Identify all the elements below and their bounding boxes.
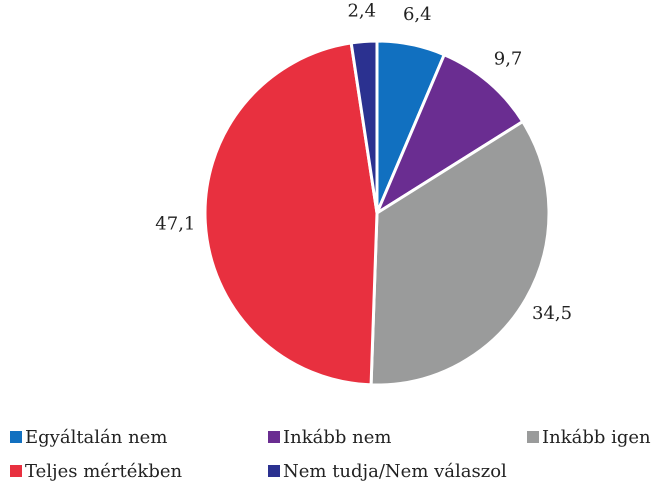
legend-label: Inkább nem — [283, 427, 391, 448]
data-label: 6,4 — [403, 4, 432, 25]
legend-label: Inkább igen — [542, 427, 651, 448]
data-label: 9,7 — [494, 48, 523, 69]
legend-swatch — [10, 465, 22, 477]
pie-slice — [373, 52, 525, 217]
legend-label: Nem tudja/Nem válaszol — [283, 461, 507, 482]
pie-slice — [369, 119, 551, 387]
legend-label: Egyáltalán nem — [25, 427, 167, 448]
legend-swatch — [527, 431, 539, 443]
legend-swatch — [268, 431, 280, 443]
pie-slice — [203, 41, 379, 387]
legend-swatch — [10, 431, 22, 443]
pie-slice — [349, 39, 379, 214]
data-label: 47,1 — [155, 214, 195, 235]
data-label: 2,4 — [347, 1, 376, 22]
legend-swatch — [268, 465, 280, 477]
legend-label: Teljes mértékben — [25, 461, 183, 482]
data-label: 34,5 — [532, 303, 572, 324]
